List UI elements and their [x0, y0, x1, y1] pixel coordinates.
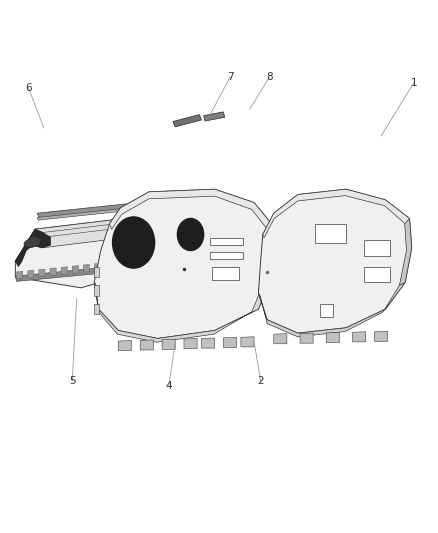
- Polygon shape: [118, 341, 131, 351]
- Circle shape: [113, 217, 155, 268]
- Polygon shape: [210, 252, 243, 259]
- Polygon shape: [35, 213, 173, 248]
- Polygon shape: [15, 229, 50, 266]
- Polygon shape: [117, 261, 123, 269]
- Text: 6: 6: [25, 83, 32, 93]
- Polygon shape: [210, 238, 243, 245]
- Polygon shape: [201, 338, 215, 348]
- Polygon shape: [184, 338, 197, 349]
- Polygon shape: [353, 332, 366, 342]
- Polygon shape: [37, 203, 175, 220]
- Polygon shape: [364, 240, 390, 256]
- Polygon shape: [399, 219, 412, 285]
- Polygon shape: [258, 189, 412, 333]
- Text: 7: 7: [226, 72, 233, 82]
- Polygon shape: [37, 199, 177, 219]
- Polygon shape: [315, 224, 346, 243]
- Polygon shape: [320, 304, 333, 317]
- Polygon shape: [28, 270, 34, 278]
- Polygon shape: [39, 269, 45, 277]
- Polygon shape: [95, 263, 101, 271]
- Polygon shape: [17, 271, 23, 279]
- Text: 2: 2: [257, 376, 264, 386]
- Polygon shape: [212, 266, 239, 280]
- Polygon shape: [300, 333, 313, 343]
- Text: 8: 8: [266, 72, 273, 82]
- Polygon shape: [50, 268, 56, 276]
- Polygon shape: [140, 340, 153, 350]
- Polygon shape: [15, 261, 171, 281]
- Polygon shape: [223, 337, 237, 348]
- Polygon shape: [204, 112, 225, 121]
- Circle shape: [177, 219, 204, 251]
- Polygon shape: [128, 260, 134, 268]
- Text: 1: 1: [410, 78, 417, 87]
- Polygon shape: [110, 189, 272, 232]
- Polygon shape: [258, 282, 405, 337]
- Polygon shape: [274, 334, 287, 344]
- Polygon shape: [72, 265, 78, 273]
- Polygon shape: [162, 339, 175, 349]
- Polygon shape: [106, 262, 112, 270]
- Polygon shape: [374, 331, 388, 341]
- Polygon shape: [173, 115, 201, 127]
- Polygon shape: [263, 189, 410, 238]
- Polygon shape: [94, 285, 99, 296]
- Text: 4: 4: [165, 382, 172, 391]
- Polygon shape: [61, 267, 67, 274]
- Polygon shape: [83, 264, 89, 272]
- Polygon shape: [155, 209, 175, 219]
- Polygon shape: [94, 189, 274, 338]
- Polygon shape: [161, 256, 167, 264]
- Text: 5: 5: [69, 376, 76, 386]
- Polygon shape: [139, 259, 145, 266]
- Polygon shape: [24, 236, 42, 248]
- Polygon shape: [241, 337, 254, 347]
- Polygon shape: [94, 282, 269, 342]
- Polygon shape: [94, 266, 99, 277]
- Polygon shape: [326, 333, 339, 343]
- Polygon shape: [15, 213, 173, 288]
- Polygon shape: [364, 266, 390, 282]
- Polygon shape: [94, 304, 99, 314]
- Polygon shape: [150, 257, 156, 265]
